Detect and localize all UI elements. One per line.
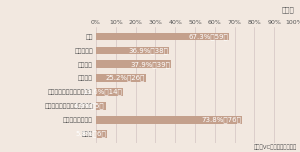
Bar (96, 47, 169, 54)
Text: 25.2%（26）: 25.2%（26） (106, 75, 145, 81)
Text: 4.9%（5）: 4.9%（5） (74, 103, 105, 109)
Bar (96, 88, 123, 96)
Bar (96, 60, 171, 68)
Bar (96, 33, 229, 40)
Bar (96, 102, 106, 110)
Text: 13.6%（14）: 13.6%（14） (82, 89, 122, 95)
Text: 67.3%（59）: 67.3%（59） (188, 33, 228, 40)
Bar (96, 74, 146, 82)
Bar (96, 116, 242, 124)
Text: （注）VC出資先企業を対象: （注）VC出資先企業を対象 (254, 145, 297, 150)
Text: 5.8%（6）: 5.8%（6） (76, 131, 106, 137)
Text: 37.9%（39）: 37.9%（39） (130, 61, 170, 67)
Text: 73.8%（76）: 73.8%（76） (201, 117, 241, 123)
Text: 36.9%（38）: 36.9%（38） (128, 47, 168, 54)
Text: 回答率: 回答率 (281, 7, 294, 14)
Bar (96, 130, 107, 138)
